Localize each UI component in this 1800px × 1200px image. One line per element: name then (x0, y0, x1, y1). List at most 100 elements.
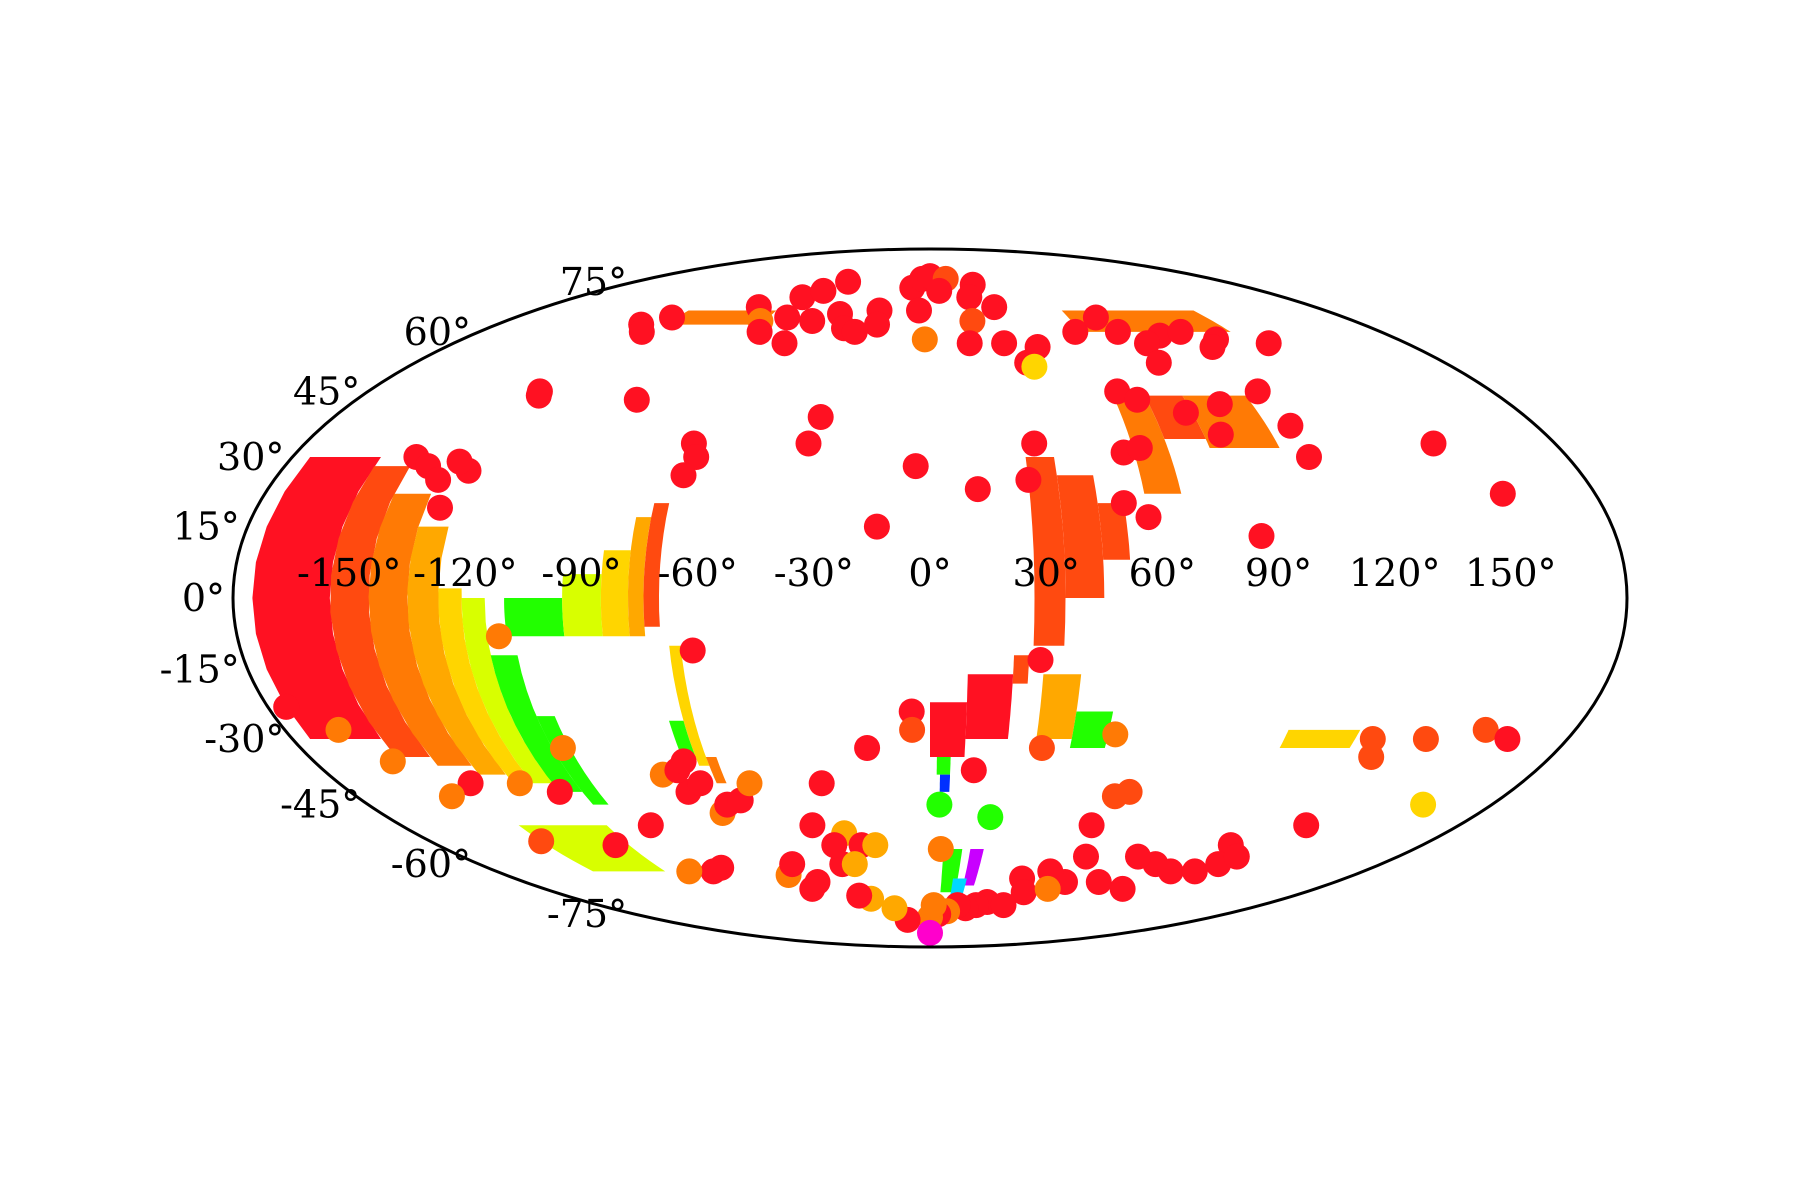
data-point-16 (926, 277, 953, 304)
shaded-region-2 (368, 493, 472, 766)
shaded-region-5 (461, 598, 553, 784)
data-point-161 (1073, 843, 1099, 870)
data-point-32 (1104, 318, 1131, 345)
data-point-26 (991, 330, 1018, 357)
shaded-region-8 (504, 598, 565, 637)
shaded-region-12 (643, 503, 670, 627)
data-point-76 (659, 304, 685, 331)
data-point-145 (846, 882, 873, 909)
data-point-47 (1126, 435, 1153, 461)
lon-tick-label: 150° (1465, 551, 1557, 595)
data-point-55 (902, 453, 929, 480)
shaded-region-34 (962, 849, 984, 886)
data-point-83 (960, 757, 987, 784)
longitude-tick-labels: -150° -120° -90° -60° -30° 0° 30° 60° 90° 120° 150… (297, 551, 1557, 595)
data-point-48 (1207, 421, 1234, 448)
lat-tick-label: -60° (391, 842, 471, 886)
data-point-9 (771, 330, 798, 357)
data-point-8 (746, 318, 773, 345)
data-point-31 (1082, 304, 1109, 331)
data-point-25 (956, 330, 983, 357)
data-point-143 (881, 895, 908, 922)
data-point-30 (1062, 318, 1089, 345)
data-point-43 (1172, 399, 1199, 426)
shaded-region-17 (1056, 475, 1105, 598)
data-point-77 (485, 623, 512, 650)
shaded-region-0 (252, 457, 381, 739)
lat-tick-label: -45° (280, 783, 360, 827)
shaded-region-13 (669, 645, 710, 766)
data-point-87 (379, 748, 406, 775)
lat-tick-label: 0° (182, 576, 225, 620)
lat-tick-label: -30° (204, 717, 284, 761)
lat-tick-label: 15° (172, 505, 239, 549)
data-point-22 (841, 318, 868, 345)
data-point-62 (623, 386, 650, 413)
data-point-18 (956, 284, 983, 311)
data-point-121 (1494, 726, 1521, 752)
data-point-113 (1116, 778, 1143, 805)
data-point-78 (679, 637, 706, 664)
data-point-147 (799, 875, 826, 902)
lat-tick-label: -15° (160, 647, 240, 691)
data-point-60 (807, 404, 834, 430)
shaded-region-28 (1069, 711, 1114, 748)
data-point-110 (1028, 735, 1055, 761)
data-point-3 (835, 268, 862, 295)
data-point-140 (920, 892, 947, 919)
shaded-region-25 (936, 757, 951, 775)
lat-tick-label: 45° (293, 369, 360, 413)
data-point-122 (1410, 791, 1437, 818)
data-point-82 (854, 735, 881, 761)
data-point-52 (1021, 430, 1048, 457)
shaded-region-6 (490, 655, 583, 792)
lat-tick-label: 30° (217, 435, 284, 479)
data-point-159 (990, 892, 1017, 919)
data-point-20 (959, 308, 986, 334)
data-point-64 (525, 382, 552, 409)
data-point-19 (981, 294, 1008, 321)
shaded-region-23 (965, 674, 1014, 739)
data-point-73 (427, 494, 453, 521)
lon-tick-label: -120° (413, 551, 517, 595)
data-point-124 (1157, 858, 1184, 885)
lat-tick-label: 60° (404, 310, 471, 354)
data-point-54 (964, 476, 991, 503)
shaded-region-18 (1097, 503, 1131, 560)
data-point-160 (1034, 875, 1061, 902)
shaded-region-14 (669, 720, 696, 757)
lon-tick-label: 30° (1013, 551, 1080, 595)
data-point-2 (810, 277, 837, 304)
data-point-103 (736, 770, 763, 797)
data-point-40 (1244, 378, 1271, 405)
shaded-region-26 (939, 774, 950, 792)
data-point-118 (1358, 744, 1385, 770)
shaded-region-3 (407, 526, 506, 775)
data-point-75 (628, 318, 655, 345)
shaded-region-32 (518, 825, 666, 872)
data-point-93 (549, 735, 576, 761)
shaded-region-9 (562, 574, 603, 637)
shaded-region-1 (330, 466, 431, 757)
data-point-151 (676, 858, 703, 885)
data-point-41 (1104, 378, 1131, 405)
data-point-80 (898, 698, 925, 725)
data-point-38 (1145, 349, 1172, 376)
data-point-45 (1277, 412, 1304, 439)
data-point-156 (862, 832, 889, 859)
data-point-92 (506, 770, 533, 797)
data-point-158 (1010, 879, 1037, 906)
data-point-57 (1135, 504, 1162, 531)
data-point-94 (637, 812, 664, 839)
map-data-layer (252, 263, 1521, 946)
data-point-162 (1125, 843, 1151, 870)
lon-tick-label: 0° (908, 551, 951, 595)
lat-tick-label: 75° (560, 260, 627, 304)
lon-tick-label: -150° (297, 551, 401, 595)
data-point-34 (1167, 318, 1194, 345)
lon-tick-label: -90° (541, 551, 621, 595)
data-point-119 (1412, 726, 1439, 752)
data-point-85 (546, 778, 573, 805)
data-point-111 (1102, 721, 1129, 748)
lon-tick-label: -30° (774, 551, 854, 595)
